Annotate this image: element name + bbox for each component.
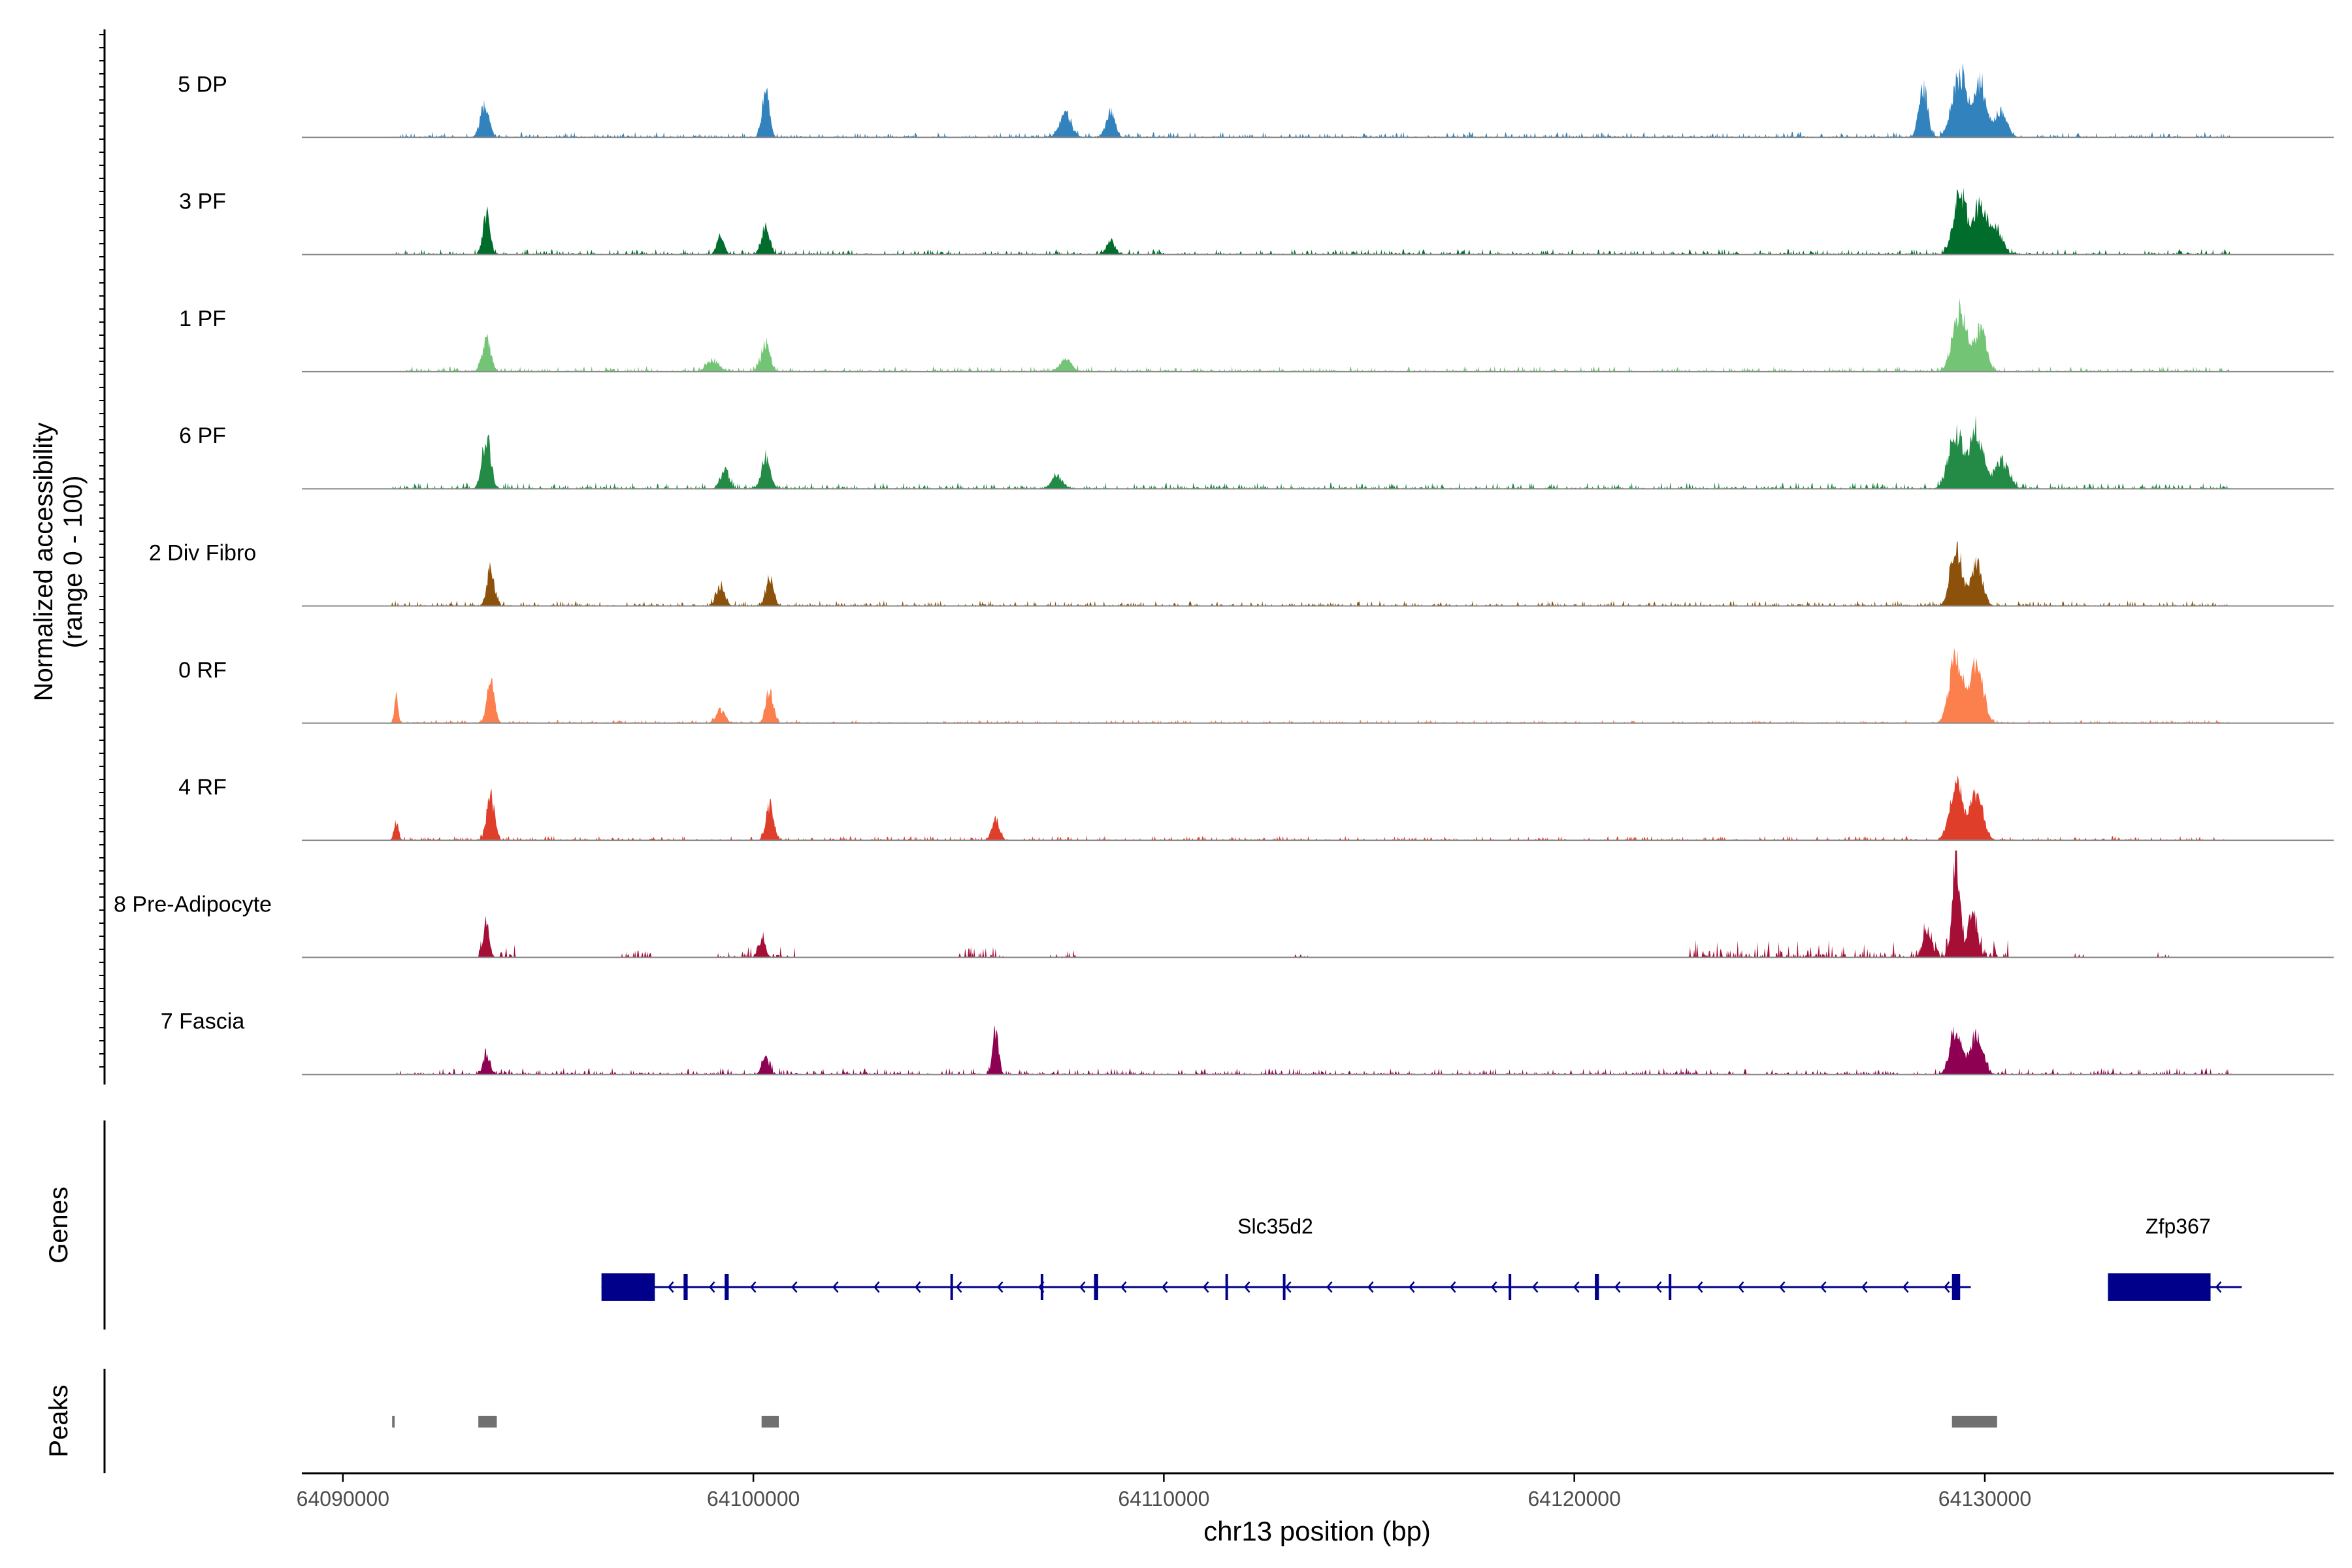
strand-chevron xyxy=(1449,1281,1456,1293)
gene-exon xyxy=(1225,1274,1228,1300)
y-axis-label-line1: Normalized accessibility xyxy=(29,423,58,702)
strand-chevron xyxy=(1696,1281,1703,1293)
track-label: 5 DP xyxy=(178,72,227,97)
coverage-track: 4 RF xyxy=(178,775,2334,841)
track-label: 2 Div Fibro xyxy=(149,541,256,566)
coverage-track: 6 PF xyxy=(179,414,2334,490)
x-tick-label: 64120000 xyxy=(1527,1487,1620,1511)
coverage-area xyxy=(302,1025,2334,1075)
coverage-area xyxy=(302,775,2334,841)
track-label: 0 RF xyxy=(178,658,227,683)
gene-exon xyxy=(1952,1274,1961,1300)
x-axis-label: chr13 position (bp) xyxy=(1203,1516,1431,1546)
coverage-track: 8 Pre-Adipocyte xyxy=(114,850,2334,958)
strand-chevron xyxy=(1202,1281,1209,1293)
strand-chevron xyxy=(1655,1281,1662,1293)
coverage-track: 2 Div Fibro xyxy=(149,541,2334,607)
strand-chevron xyxy=(1490,1281,1497,1293)
gene-label: Slc35d2 xyxy=(1237,1215,1313,1238)
strand-chevron xyxy=(1778,1281,1786,1293)
gene-exon xyxy=(725,1274,729,1300)
strand-chevron xyxy=(832,1281,839,1293)
strand-chevron xyxy=(1120,1281,1127,1293)
axes: Normalized accessibility (range 0 - 100)… xyxy=(29,29,2334,1546)
track-label: 7 Fascia xyxy=(161,1009,245,1034)
track-label: 8 Pre-Adipocyte xyxy=(114,892,272,917)
peak-region xyxy=(761,1416,779,1428)
peak-region xyxy=(392,1416,395,1428)
gene-exon xyxy=(2108,1273,2211,1301)
gene-exon xyxy=(683,1274,688,1300)
coverage-track: 0 RF xyxy=(178,647,2334,724)
strand-chevron xyxy=(667,1281,674,1293)
coverage-track: 3 PF xyxy=(179,187,2334,255)
strand-chevron xyxy=(914,1281,921,1293)
x-tick-label: 64090000 xyxy=(297,1487,389,1511)
x-tick-label: 64110000 xyxy=(1118,1487,1209,1511)
coverage-area xyxy=(302,850,2334,958)
strand-chevron xyxy=(996,1281,1004,1293)
coverage-area xyxy=(302,541,2334,606)
strand-chevron xyxy=(1326,1281,1333,1293)
gene-annotation-track: Slc35d2 Zfp367 xyxy=(601,1215,2242,1301)
track-label: 6 PF xyxy=(179,423,226,448)
strand-chevron xyxy=(708,1281,715,1293)
gene-exon xyxy=(1669,1274,1672,1300)
coverage-track: 7 Fascia xyxy=(161,1009,2334,1075)
strand-chevron xyxy=(2215,1281,2222,1293)
genes-track-label: Genes xyxy=(44,1186,73,1264)
strand-chevron xyxy=(791,1281,798,1293)
strand-chevron xyxy=(1861,1281,1868,1293)
gene-exon xyxy=(1040,1274,1043,1300)
strand-chevron xyxy=(873,1281,880,1293)
peaks-track-label: Peaks xyxy=(44,1384,73,1457)
strand-chevron xyxy=(1408,1281,1415,1293)
peak-region xyxy=(478,1416,497,1428)
strand-chevron xyxy=(955,1281,962,1293)
coverage-tracks: 5 DP 3 PF 1 PF 6 PF 2 Div Fibro 0 RF 4 RF 8 Pre… xyxy=(114,62,2334,1075)
strand-chevron xyxy=(1284,1281,1292,1293)
x-axis-ticks: 64090000 64100000 64110000 64120000 64130000 xyxy=(297,1473,2031,1511)
gene-exon xyxy=(1094,1274,1098,1300)
track-label: 4 RF xyxy=(178,775,227,800)
gene-exon xyxy=(1509,1274,1512,1300)
gene-model: Zfp367 xyxy=(2108,1215,2242,1301)
coverage-area xyxy=(302,187,2334,255)
coverage-area xyxy=(302,414,2334,489)
x-tick-label: 64100000 xyxy=(707,1487,800,1511)
y-axis-label-line2: (range 0 - 100) xyxy=(59,476,88,649)
coverage-area xyxy=(302,62,2334,138)
coverage-area xyxy=(302,647,2334,723)
coverage-track: 1 PF xyxy=(179,298,2334,372)
gene-model: Slc35d2 xyxy=(601,1215,1971,1301)
x-tick-label: 64130000 xyxy=(1938,1487,2031,1511)
gene-exon xyxy=(950,1274,953,1300)
strand-chevron xyxy=(1902,1281,1909,1293)
gene-exon xyxy=(1595,1274,1599,1300)
coverage-area xyxy=(302,298,2334,372)
strand-chevron xyxy=(1614,1281,1621,1293)
strand-chevron xyxy=(1531,1281,1539,1293)
strand-chevron xyxy=(1161,1281,1168,1293)
strand-chevron xyxy=(1243,1281,1250,1293)
strand-chevron xyxy=(1573,1281,1580,1293)
peak-region xyxy=(1952,1416,1997,1428)
coverage-track: 5 DP xyxy=(178,62,2334,139)
strand-chevron xyxy=(1737,1281,1744,1293)
peaks-track xyxy=(392,1416,1997,1428)
strand-chevron xyxy=(1820,1281,1827,1293)
gene-label: Zfp367 xyxy=(2146,1215,2211,1238)
track-label: 3 PF xyxy=(179,189,226,214)
gene-exon xyxy=(1282,1274,1286,1300)
strand-chevron xyxy=(1367,1281,1374,1293)
strand-chevron xyxy=(1079,1281,1086,1293)
strand-chevron xyxy=(749,1281,757,1293)
track-label: 1 PF xyxy=(179,306,226,331)
strand-chevron xyxy=(1943,1281,1950,1293)
gene-exon xyxy=(601,1273,655,1301)
